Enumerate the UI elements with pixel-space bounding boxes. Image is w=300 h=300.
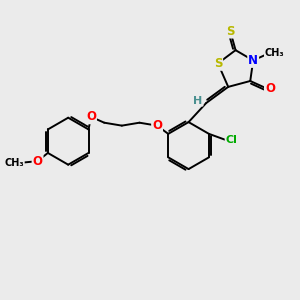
Text: O: O: [33, 155, 43, 168]
Text: Cl: Cl: [226, 135, 238, 145]
Text: O: O: [265, 82, 275, 95]
Text: N: N: [248, 54, 258, 67]
Text: CH₃: CH₃: [4, 158, 24, 168]
Text: H: H: [193, 96, 203, 106]
Text: S: S: [214, 57, 222, 70]
Text: O: O: [86, 110, 96, 123]
Text: CH₃: CH₃: [265, 48, 284, 58]
Text: S: S: [226, 25, 235, 38]
Text: O: O: [152, 119, 162, 132]
